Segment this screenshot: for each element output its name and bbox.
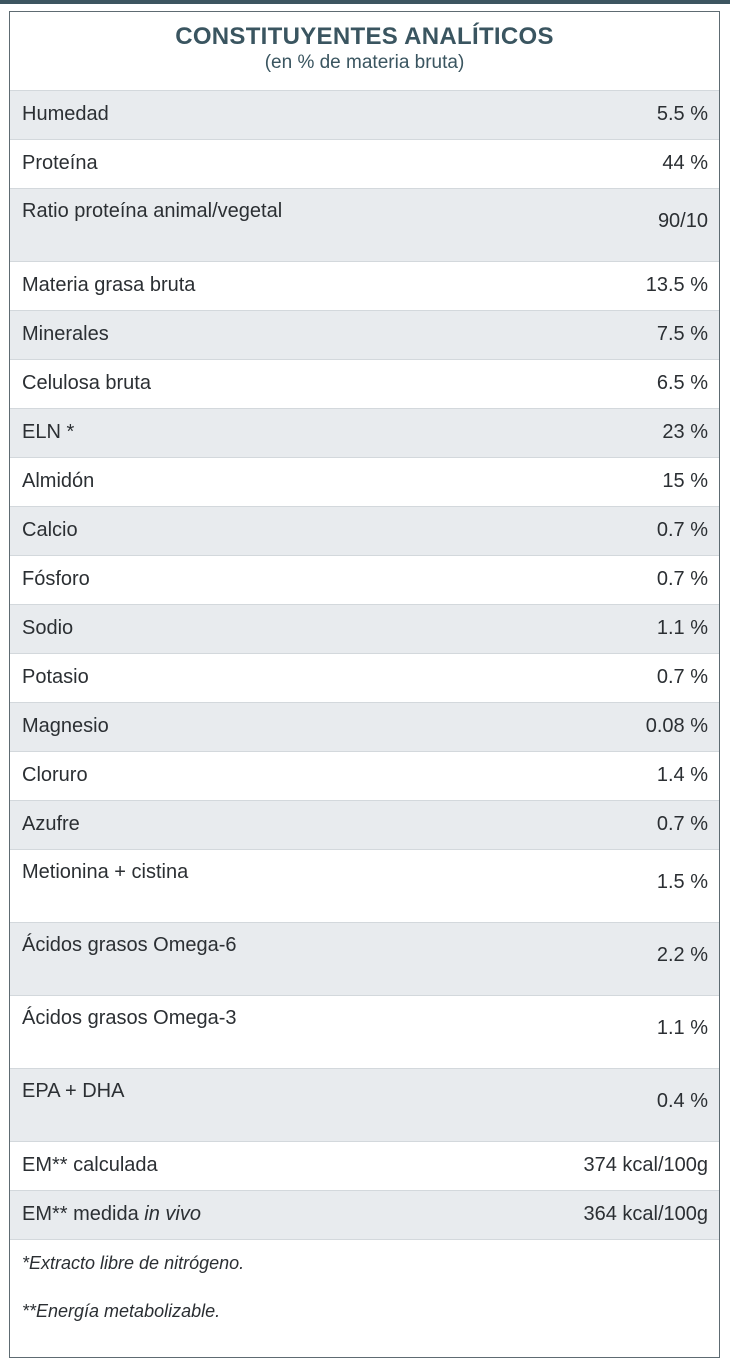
row-label: Ácidos grasos Omega-3: [22, 1007, 237, 1029]
row-value: 23 %: [662, 421, 708, 443]
row-value: 0.7 %: [656, 519, 708, 541]
table-row: Ratio proteína animal/vegetal 90/10: [10, 188, 719, 261]
row-label: Almidón: [22, 470, 95, 492]
row-value: 1.5 %: [656, 871, 708, 893]
row-label: ELN *: [22, 421, 75, 443]
table-row: Almidón 15 %: [10, 457, 719, 506]
row-label: EM** medida in vivo: [22, 1191, 201, 1239]
table-row: ELN * 23 %: [10, 408, 719, 457]
table-title: CONSTITUYENTES ANALÍTICOS: [175, 23, 554, 50]
row-value: 7.5 %: [656, 323, 708, 345]
row-label: Proteína: [22, 152, 98, 174]
row-label: Cloruro: [22, 764, 88, 786]
row-label: Materia grasa bruta: [22, 274, 196, 296]
row-label: Metionina + cistina: [22, 861, 189, 883]
table-row: Cloruro 1.4 %: [10, 751, 719, 800]
analytical-constituents-table: CONSTITUYENTES ANALÍTICOS (en % de mater…: [9, 11, 720, 1358]
table-subtitle: (en % de materia bruta): [264, 52, 465, 73]
table-row: Minerales 7.5 %: [10, 310, 719, 359]
table-row: Fósforo 0.7 %: [10, 555, 719, 604]
row-label: Azufre: [22, 813, 80, 835]
row-label-italic: in vivo: [144, 1203, 201, 1225]
table-row: Sodio 1.1 %: [10, 604, 719, 653]
row-label: Potasio: [22, 666, 89, 688]
top-accent-bar: [0, 0, 730, 4]
row-value: 1.1 %: [656, 1017, 708, 1039]
table-row: Materia grasa bruta 13.5 %: [10, 261, 719, 310]
footnotes: *Extracto libre de nitrógeno. **Energía …: [10, 1239, 719, 1324]
table-row: EPA + DHA 0.4 %: [10, 1068, 719, 1141]
footnote: **Energía metabolizable.: [22, 1301, 221, 1321]
row-value: 5.5 %: [656, 103, 708, 125]
row-label: Sodio: [22, 617, 74, 639]
table-row: Ácidos grasos Omega-3 1.1 %: [10, 995, 719, 1068]
table-row: Calcio 0.7 %: [10, 506, 719, 555]
row-label: Humedad: [22, 103, 109, 125]
row-value: 374 kcal/100g: [583, 1154, 708, 1176]
row-value: 0.4 %: [656, 1090, 708, 1112]
row-value: 44 %: [662, 152, 708, 174]
table-row: EM** calculada 374 kcal/100g: [10, 1141, 719, 1190]
row-value: 2.2 %: [656, 944, 708, 966]
table-header: CONSTITUYENTES ANALÍTICOS (en % de mater…: [10, 12, 719, 90]
row-label: EPA + DHA: [22, 1080, 125, 1102]
row-value: 6.5 %: [656, 372, 708, 394]
row-label: Ácidos grasos Omega-6: [22, 934, 237, 956]
row-value: 90/10: [657, 210, 708, 232]
table-row: Metionina + cistina 1.5 %: [10, 849, 719, 922]
row-label: Magnesio: [22, 715, 109, 737]
table-row: Humedad 5.5 %: [10, 90, 719, 139]
row-value: 0.7 %: [656, 813, 708, 835]
row-label-text: EM** medida: [22, 1203, 139, 1225]
row-value: 0.7 %: [656, 568, 708, 590]
table-row: Magnesio 0.08 %: [10, 702, 719, 751]
row-value: 15 %: [662, 470, 708, 492]
row-label: EM** calculada: [22, 1154, 158, 1176]
row-value: 0.7 %: [656, 666, 708, 688]
row-value: 364 kcal/100g: [583, 1203, 708, 1225]
table-row: Proteína 44 %: [10, 139, 719, 188]
row-value: 0.08 %: [645, 715, 708, 737]
row-label: Ratio proteína animal/vegetal: [22, 200, 283, 222]
table-row: Ácidos grasos Omega-6 2.2 %: [10, 922, 719, 995]
footnote: *Extracto libre de nitrógeno.: [22, 1253, 245, 1273]
table-row: Azufre 0.7 %: [10, 800, 719, 849]
row-label: Fósforo: [22, 568, 90, 590]
table-row: Celulosa bruta 6.5 %: [10, 359, 719, 408]
row-label: Celulosa bruta: [22, 372, 151, 394]
row-value: 1.4 %: [656, 764, 708, 786]
row-value: 1.1 %: [656, 617, 708, 639]
table-row: Potasio 0.7 %: [10, 653, 719, 702]
row-value: 13.5 %: [645, 274, 708, 296]
row-label: Minerales: [22, 323, 109, 345]
table-row: EM** medida in vivo 364 kcal/100g: [10, 1190, 719, 1239]
row-label: Calcio: [22, 519, 78, 541]
